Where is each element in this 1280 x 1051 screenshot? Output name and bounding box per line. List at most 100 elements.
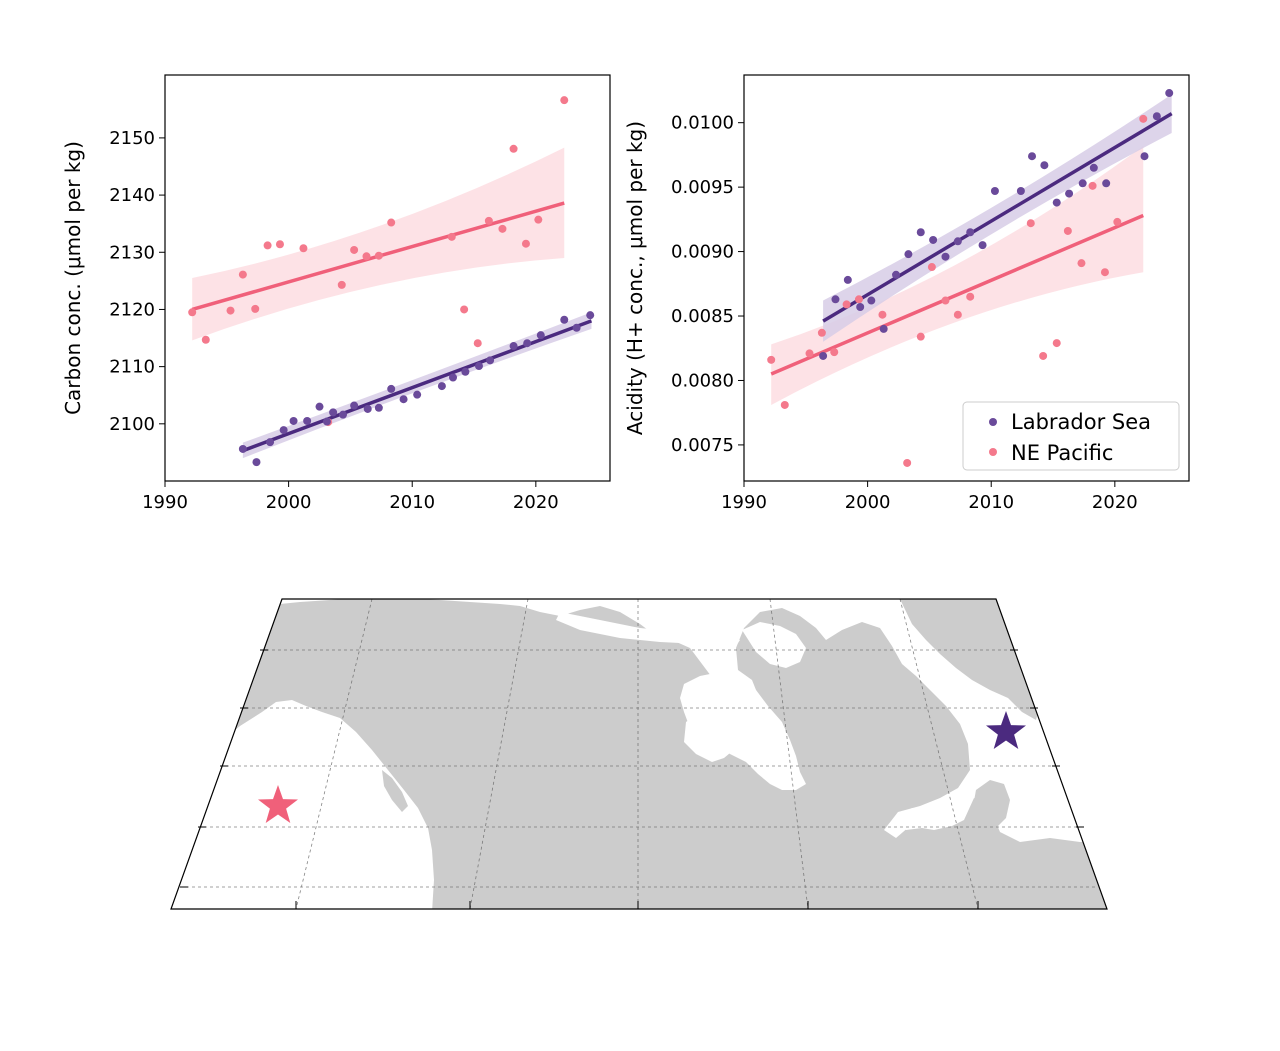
carbon-labrador-point bbox=[572, 323, 581, 332]
carbon-pacific-point bbox=[188, 308, 197, 317]
acidity-labrador-point bbox=[1089, 163, 1098, 172]
acidity-pacific-point bbox=[878, 310, 887, 319]
carbon-pacific-point bbox=[263, 241, 272, 250]
acidity-pacific-confidence-band bbox=[771, 145, 1144, 405]
carbon-labrador-point bbox=[363, 404, 372, 413]
acidity-labrador-point bbox=[1102, 179, 1111, 188]
acidity-labrador-point bbox=[1152, 112, 1161, 121]
acidity-y-tick-label: 0.0100 bbox=[671, 113, 734, 134]
acidity-labrador-point bbox=[941, 252, 950, 261]
acidity-pacific-point bbox=[854, 295, 863, 304]
acidity-labrador-point bbox=[819, 351, 828, 360]
carbon-labrador-point bbox=[289, 416, 298, 425]
carbon-labrador-point bbox=[413, 390, 422, 399]
acidity-y-tick-label: 0.0095 bbox=[671, 177, 734, 198]
carbon-x-tick-label: 1990 bbox=[142, 492, 188, 513]
carbon-labrador-point bbox=[586, 311, 595, 320]
acidity-labrador-point bbox=[1165, 89, 1174, 98]
acidity-labrador-point bbox=[966, 228, 975, 237]
acidity-labrador-trend-line bbox=[822, 112, 1173, 323]
acidity-labrador-point bbox=[879, 324, 888, 333]
legend-box bbox=[962, 401, 1180, 471]
carbon-y-tick-label: 2120 bbox=[109, 299, 155, 320]
acidity-y-tick-label: 0.0080 bbox=[671, 370, 734, 391]
map-land-mainland bbox=[220, 599, 1107, 909]
carbon-labrador-point bbox=[399, 395, 408, 404]
carbon-x-tick-label: 2010 bbox=[389, 492, 435, 513]
acidity-labrador-point bbox=[831, 295, 840, 304]
acidity-x-tick-label: 2020 bbox=[1092, 492, 1138, 513]
acidity-y-tick-label: 0.0090 bbox=[671, 242, 734, 263]
acidity-y-tick-label: 0.0075 bbox=[671, 435, 734, 456]
acidity-labrador-point bbox=[904, 250, 913, 259]
carbon-labrador-point bbox=[461, 367, 470, 376]
pacific-site-star-marker bbox=[258, 785, 298, 823]
carbon-pacific-confidence-band bbox=[192, 147, 565, 341]
acidity-pacific-point bbox=[1052, 339, 1061, 348]
carbon-pacific-point bbox=[447, 232, 456, 241]
carbon-pacific-point bbox=[226, 306, 235, 315]
carbon-labrador-point bbox=[322, 417, 331, 426]
acidity-pacific-point bbox=[1139, 114, 1148, 123]
map-arctic-channel bbox=[556, 612, 740, 646]
acidity-labrador-point bbox=[867, 296, 876, 305]
carbon-pacific-point bbox=[484, 216, 493, 225]
carbon-pacific-point bbox=[362, 252, 371, 261]
map-hudson-bay bbox=[680, 672, 806, 790]
acidity-pacific-point bbox=[805, 349, 814, 358]
map-land-vancouver-island bbox=[382, 770, 408, 812]
carbon-y-tick-label: 2110 bbox=[109, 357, 155, 378]
carbon-labrador-point bbox=[536, 331, 545, 340]
acidity-x-tick-label: 2000 bbox=[845, 492, 891, 513]
acidity-pacific-point bbox=[1039, 351, 1048, 360]
acidity-pacific-point bbox=[780, 400, 789, 409]
carbon-labrador-trend-line bbox=[242, 319, 593, 453]
acidity-x-tick-label: 2010 bbox=[968, 492, 1014, 513]
carbon-pacific-point bbox=[350, 245, 359, 254]
map-gulf-st-lawrence bbox=[896, 806, 960, 830]
carbon-pacific-point bbox=[509, 144, 518, 153]
acidity-x-tick-label: 1990 bbox=[721, 492, 767, 513]
map-frame bbox=[170, 598, 1108, 910]
carbon-x-tick-label: 2000 bbox=[266, 492, 312, 513]
acidity-pacific-point bbox=[1077, 259, 1086, 268]
carbon-y-tick-label: 2150 bbox=[109, 128, 155, 149]
acidity-pacific-point bbox=[1088, 181, 1097, 190]
map-frame-ticks bbox=[180, 649, 1084, 909]
map-panel bbox=[170, 598, 1108, 910]
acidity-pacific-point bbox=[1113, 217, 1122, 226]
carbon-pacific-point bbox=[275, 240, 284, 249]
carbon-labrador-point bbox=[449, 373, 458, 382]
acidity-labrador-point bbox=[978, 241, 987, 250]
map-gridlines bbox=[180, 599, 1098, 909]
carbon-pacific-point bbox=[299, 244, 308, 253]
carbon-pacific-point bbox=[251, 304, 260, 313]
acidity-pacific-trend-line bbox=[770, 213, 1144, 376]
map-land-newfoundland bbox=[972, 780, 1010, 830]
acidity-labrador-point bbox=[1078, 179, 1087, 188]
acidity-pacific-point bbox=[903, 458, 912, 467]
carbon-labrador-point bbox=[279, 426, 288, 435]
carbon-pacific-point bbox=[387, 218, 396, 227]
acidity-pacific-point bbox=[927, 263, 936, 272]
legend-label-labrador: Labrador Sea bbox=[1011, 410, 1151, 434]
carbon-y-tick-label: 2100 bbox=[109, 414, 155, 435]
acidity-y-axis-label: Acidity (H+ conc., μmol per kg) bbox=[623, 121, 647, 435]
carbon-labrador-point bbox=[437, 382, 446, 391]
legend-marker-labrador bbox=[989, 418, 997, 426]
map-land-greenland bbox=[900, 599, 1040, 720]
carbon-pacific-point bbox=[337, 280, 346, 289]
carbon-y-axis-label: Carbon conc. (μmol per kg) bbox=[61, 141, 85, 415]
carbon-pacific-point bbox=[473, 339, 482, 348]
carbon-labrador-point bbox=[350, 401, 359, 410]
carbon-labrador-point bbox=[509, 342, 518, 351]
carbon-pacific-point bbox=[460, 305, 469, 314]
carbon-pacific-point bbox=[498, 224, 507, 233]
acidity-labrador-point bbox=[1040, 161, 1049, 170]
carbon-pacific-point bbox=[238, 270, 247, 279]
carbon-labrador-point bbox=[474, 362, 483, 371]
acidity-pacific-point bbox=[966, 292, 975, 301]
acidity-pacific-point bbox=[830, 348, 839, 357]
acidity-labrador-point bbox=[1028, 152, 1037, 161]
